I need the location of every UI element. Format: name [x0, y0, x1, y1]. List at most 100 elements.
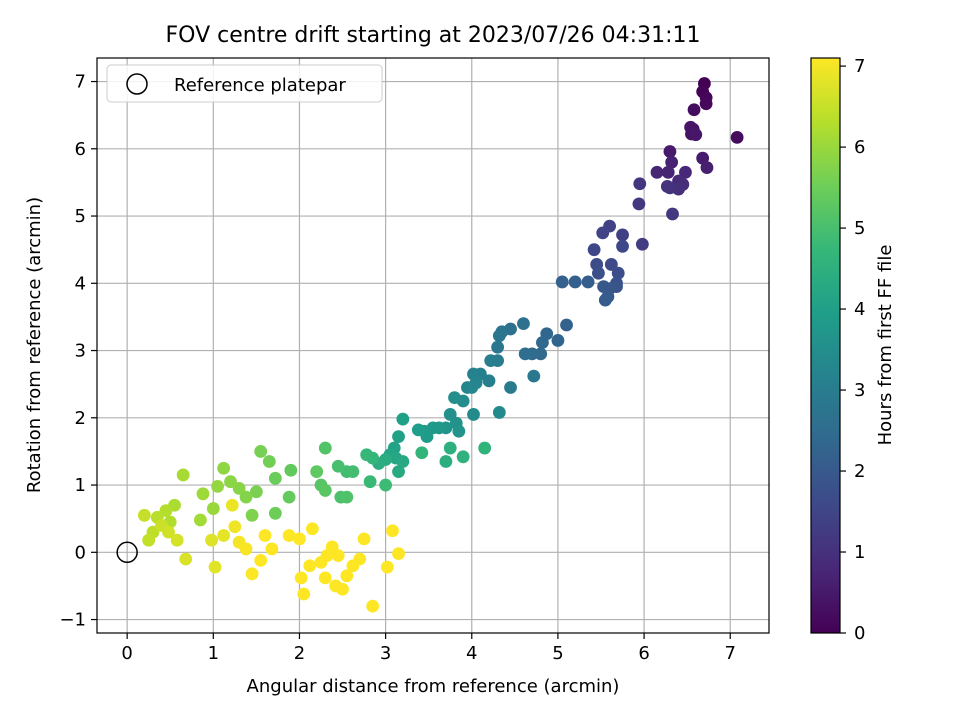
data-point	[258, 529, 272, 542]
x-tick-label: 3	[380, 643, 391, 664]
colorbar-tick-label: 3	[854, 380, 865, 401]
x-tick-label: 5	[552, 643, 563, 664]
data-point	[305, 522, 319, 536]
colorbar-tick-label: 1	[854, 542, 865, 563]
data-point	[363, 475, 377, 489]
data-point	[310, 465, 324, 478]
colorbar-tick-label: 6	[854, 137, 865, 158]
scatter-points	[137, 77, 744, 613]
data-point	[282, 490, 296, 504]
colorbar-tick-label: 5	[854, 218, 865, 239]
data-point	[225, 498, 239, 512]
x-tick-label: 0	[121, 643, 132, 664]
data-point	[465, 381, 479, 394]
data-point	[396, 455, 410, 468]
data-point	[245, 508, 259, 522]
data-point	[597, 280, 610, 294]
data-point	[551, 334, 565, 347]
data-point	[616, 228, 629, 242]
data-point	[616, 239, 629, 253]
data-point	[318, 571, 332, 585]
data-point	[232, 482, 246, 495]
x-tick-label: 1	[208, 643, 219, 664]
colorbar-frame	[810, 57, 841, 634]
data-point	[560, 318, 573, 332]
data-point	[353, 552, 367, 566]
data-point	[357, 532, 371, 546]
data-point	[492, 406, 506, 419]
data-point	[386, 524, 399, 538]
data-point	[265, 542, 279, 556]
data-point	[293, 532, 306, 546]
y-tick-label: 3	[75, 341, 86, 362]
y-axis-ticks: −1 0 1 2 3 4 5 6 7	[59, 72, 97, 631]
reference-platepar-marker	[116, 541, 138, 564]
data-point	[663, 145, 677, 158]
data-point	[159, 504, 173, 518]
data-point	[456, 450, 470, 464]
data-point	[208, 560, 222, 574]
data-point	[336, 582, 349, 596]
colorbar-tick-label: 7	[854, 56, 865, 77]
data-point	[217, 529, 231, 542]
data-point	[239, 542, 253, 556]
y-tick-label: 1	[75, 475, 86, 496]
y-tick-label: −1	[59, 610, 86, 631]
data-point	[224, 475, 237, 489]
data-point	[484, 354, 498, 368]
data-point	[482, 374, 496, 388]
data-point	[660, 180, 674, 193]
data-point	[206, 502, 220, 515]
x-tick-label: 2	[294, 643, 305, 664]
data-point	[254, 553, 268, 567]
data-point	[282, 529, 296, 542]
data-point	[379, 478, 393, 492]
colorbar-gradient	[811, 58, 840, 633]
x-tick-label: 7	[725, 643, 736, 664]
colorbar-ticks: 0 1 2 3 4 5 6 7	[840, 56, 865, 644]
data-point	[699, 97, 713, 111]
data-point	[518, 347, 532, 361]
data-point	[665, 155, 679, 169]
data-point	[249, 485, 263, 499]
data-point	[536, 336, 549, 349]
data-point	[604, 258, 618, 271]
data-point	[568, 275, 582, 289]
x-tick-label: 6	[638, 643, 649, 664]
data-point	[284, 463, 298, 477]
legend-marker-icon	[126, 73, 148, 95]
data-point	[346, 465, 360, 478]
data-point	[420, 430, 434, 444]
data-point	[478, 441, 492, 455]
data-point	[596, 226, 610, 240]
data-point	[527, 369, 541, 383]
colorbar-tick-label: 0	[854, 623, 865, 644]
data-point	[452, 424, 466, 438]
data-point	[689, 128, 703, 142]
data-point	[443, 441, 457, 455]
data-point	[439, 455, 453, 468]
data-point	[176, 468, 190, 482]
data-point	[555, 275, 569, 289]
data-point	[491, 340, 505, 354]
data-point	[679, 165, 692, 179]
data-point	[162, 525, 175, 539]
data-point	[268, 471, 282, 485]
y-tick-label: 0	[75, 542, 86, 563]
data-point	[611, 266, 625, 280]
data-point	[217, 461, 231, 475]
data-point	[340, 490, 354, 504]
colorbar: 0 1 2 3 4 5 6 7 Hours from first FF file	[810, 56, 896, 644]
data-point	[700, 161, 714, 175]
data-point	[142, 533, 156, 547]
data-point	[137, 508, 151, 522]
x-axis-label: Angular distance from reference (arcmin)	[247, 676, 620, 697]
data-point	[687, 103, 701, 117]
data-point	[366, 599, 380, 613]
data-point	[268, 506, 282, 520]
x-tick-label: 4	[466, 643, 477, 664]
data-point	[193, 513, 207, 527]
legend: Reference platepar	[106, 64, 383, 103]
data-point	[228, 520, 242, 534]
